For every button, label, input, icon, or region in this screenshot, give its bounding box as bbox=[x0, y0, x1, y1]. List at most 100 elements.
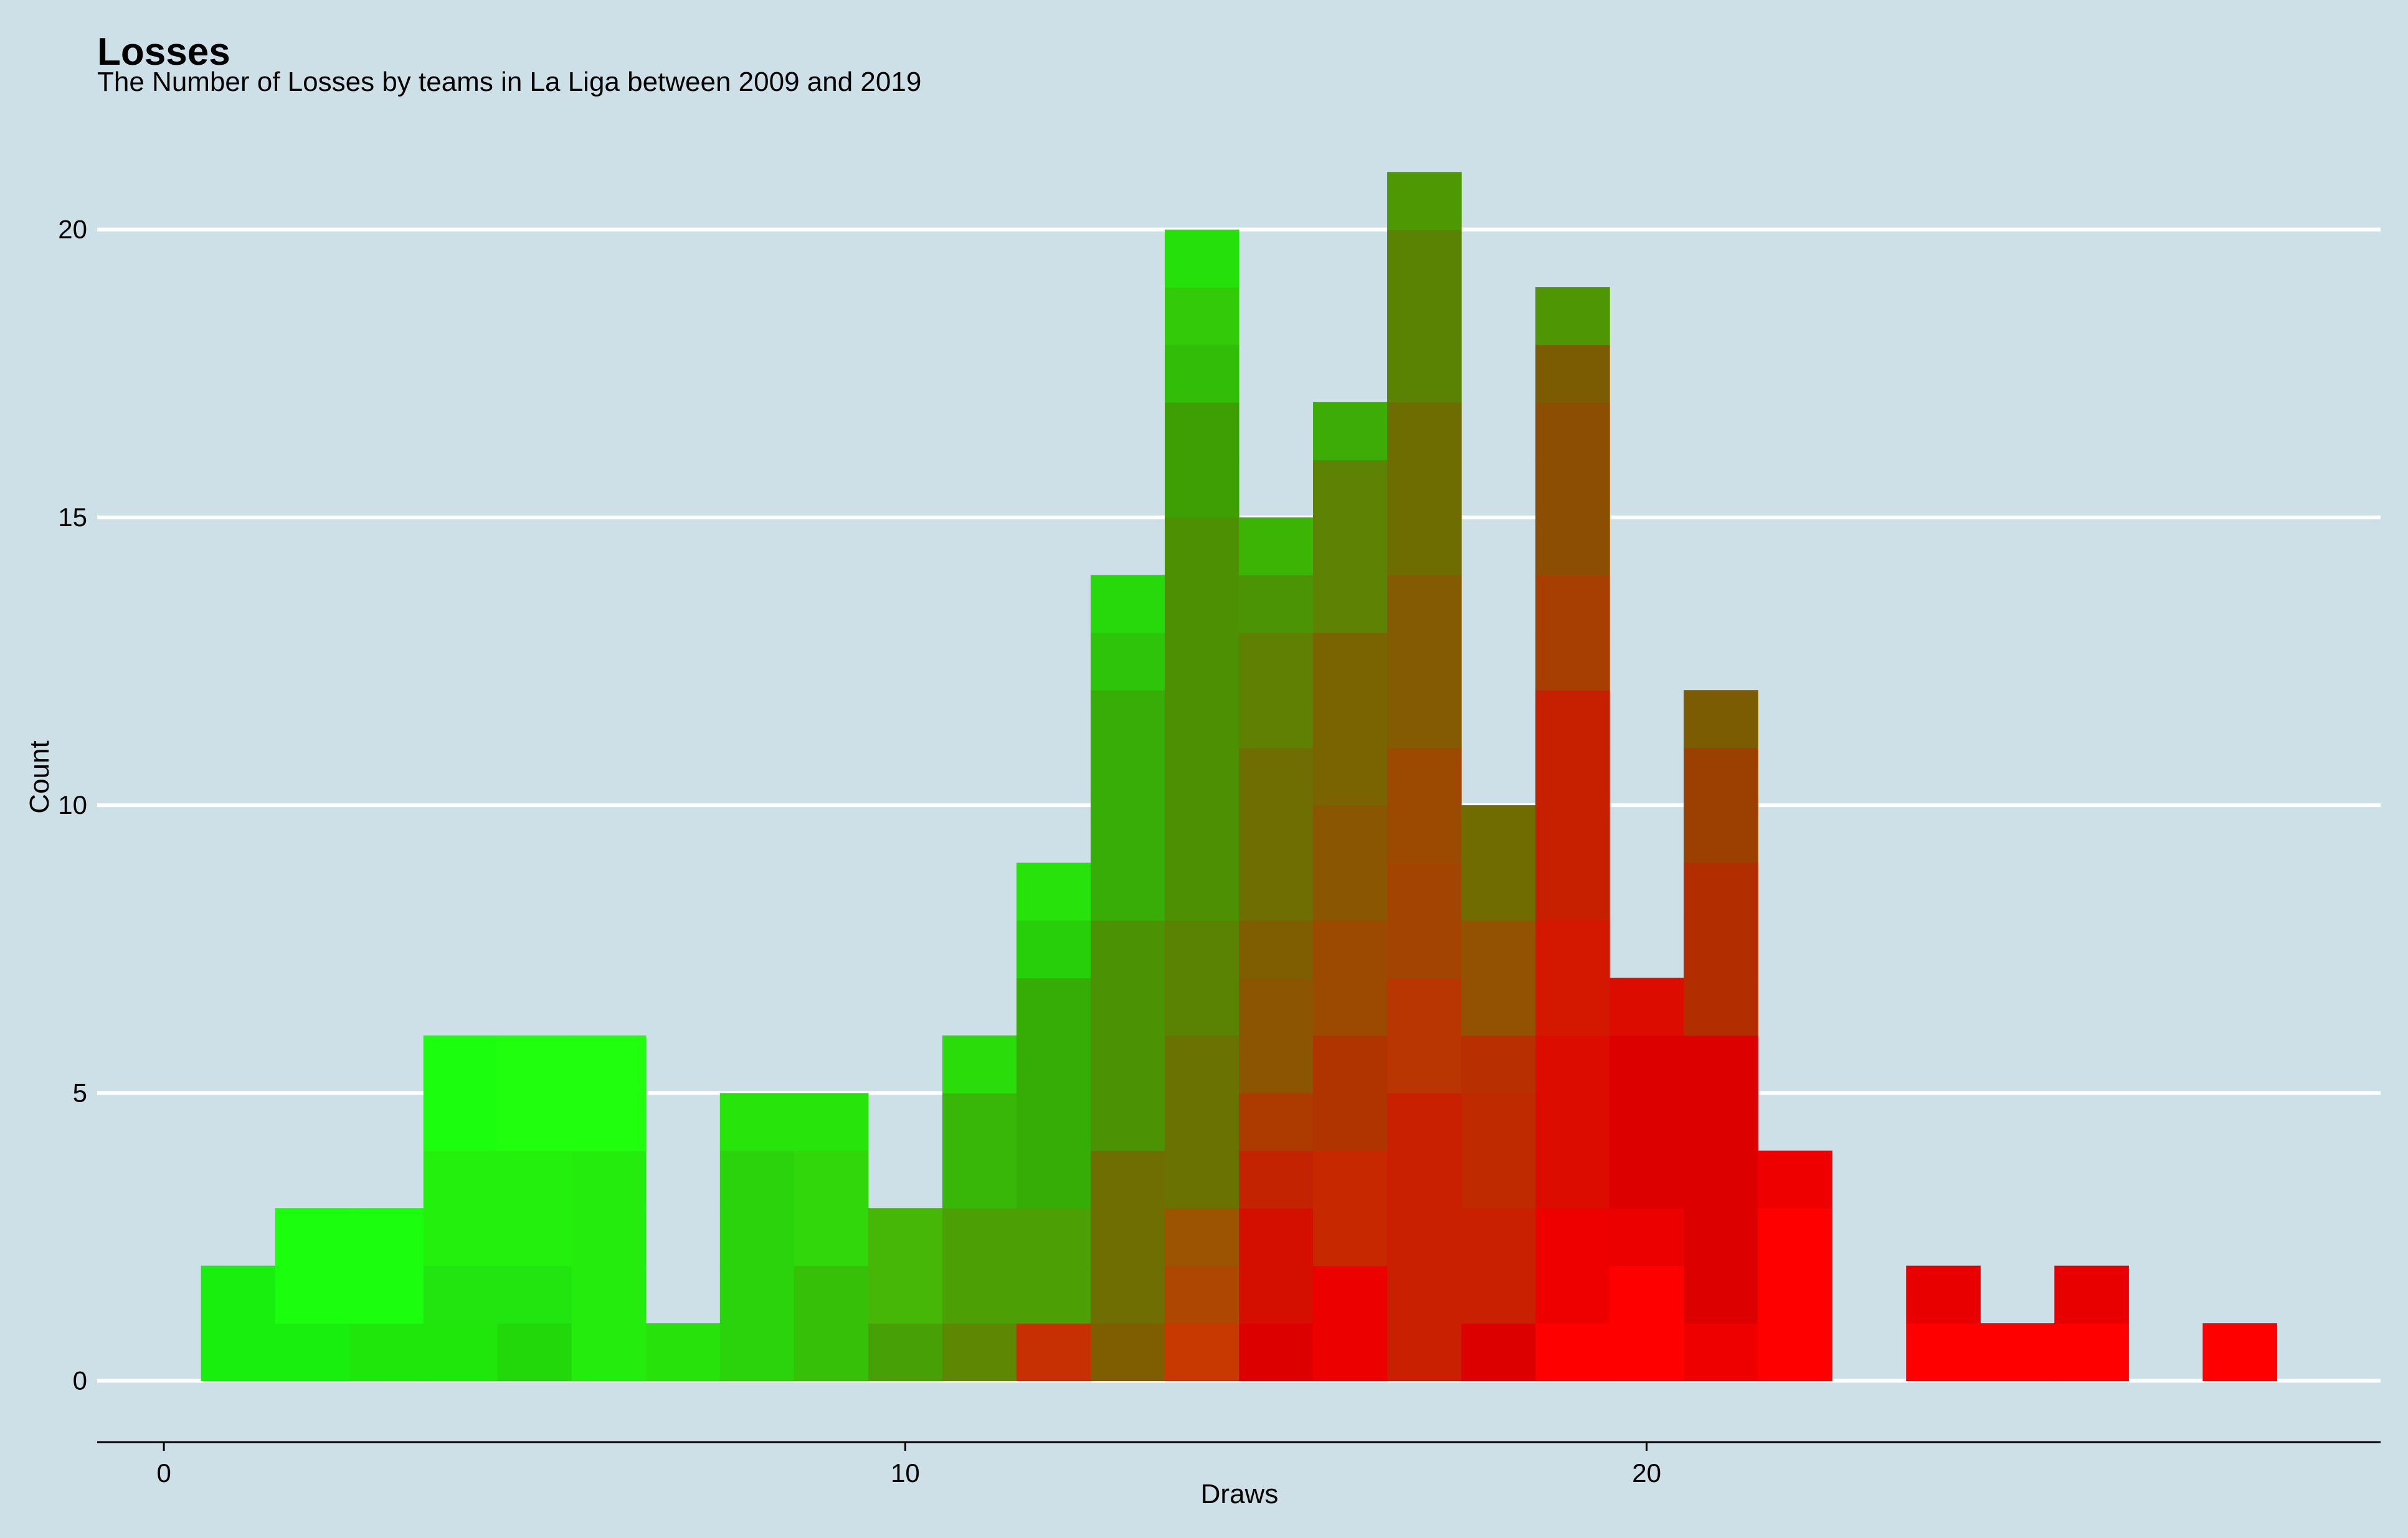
histogram-bar-segment bbox=[497, 1093, 572, 1151]
histogram-bar-segment bbox=[1239, 1265, 1314, 1324]
histogram-bar-segment bbox=[1535, 575, 1610, 633]
histogram-bar-segment bbox=[1239, 1035, 1314, 1093]
histogram-bar-segment bbox=[1758, 1208, 1832, 1267]
histogram-bar-segment bbox=[1535, 805, 1610, 864]
histogram-bar-segment bbox=[1313, 805, 1388, 864]
histogram-bar-segment bbox=[1387, 517, 1462, 575]
histogram-bar-segment bbox=[1090, 1265, 1165, 1324]
histogram-bar-segment bbox=[1164, 632, 1240, 691]
histogram-bar-segment bbox=[868, 1265, 943, 1324]
histogram-bar-segment bbox=[1535, 920, 1610, 979]
histogram-bar-segment bbox=[1313, 690, 1388, 748]
histogram-bar-segment bbox=[1684, 747, 1758, 806]
histogram-bar-segment bbox=[1313, 1265, 1388, 1324]
histogram-bar-segment bbox=[1313, 402, 1388, 461]
histogram-bar-segment bbox=[1090, 1150, 1165, 1209]
histogram-bar-segment bbox=[1535, 862, 1610, 921]
histogram-bar-segment bbox=[1239, 747, 1314, 806]
histogram-bar-segment bbox=[1535, 1093, 1610, 1151]
histogram-bar-segment bbox=[1090, 747, 1165, 806]
histogram-bar-segment bbox=[868, 1323, 943, 1382]
histogram-bar-segment bbox=[1684, 1093, 1758, 1151]
histogram-bar-segment bbox=[1535, 1208, 1610, 1267]
histogram-bars bbox=[201, 172, 2277, 1382]
histogram-bar-segment bbox=[1535, 1323, 1610, 1382]
histogram-bar-segment bbox=[1313, 1323, 1388, 1382]
histogram-bar-segment bbox=[1461, 1093, 1536, 1151]
histogram-bar-segment bbox=[1609, 1035, 1684, 1093]
histogram-bar-segment bbox=[942, 1208, 1017, 1267]
histogram-bar-segment bbox=[794, 1323, 869, 1382]
histogram-bar-segment bbox=[423, 1208, 498, 1267]
histogram-bar-segment bbox=[1387, 229, 1462, 288]
histogram-bar-segment bbox=[1684, 1208, 1758, 1267]
histogram-bar-segment bbox=[942, 1265, 1017, 1324]
histogram-bar-segment bbox=[1313, 920, 1388, 979]
histogram-bar-segment bbox=[1016, 862, 1091, 921]
histogram-bar-segment bbox=[1906, 1323, 1981, 1382]
histogram-bar-segment bbox=[1758, 1150, 1832, 1209]
histogram-bar-segment bbox=[1387, 632, 1462, 691]
histogram-bar-segment bbox=[1313, 632, 1388, 691]
chart-title: Losses bbox=[97, 31, 230, 73]
histogram-bar-segment bbox=[1016, 1265, 1091, 1324]
y-tick-label: 0 bbox=[73, 1366, 87, 1395]
histogram-bar-segment bbox=[1016, 1208, 1091, 1267]
histogram-bar-segment bbox=[1164, 287, 1240, 346]
histogram-bar-segment bbox=[1461, 920, 1536, 979]
histogram-bar-segment bbox=[2202, 1323, 2277, 1382]
histogram-bar-segment bbox=[1164, 1093, 1240, 1151]
y-axis-title: Count bbox=[24, 740, 55, 813]
histogram-bar-segment bbox=[1164, 460, 1240, 518]
histogram-bar-segment bbox=[1164, 517, 1240, 575]
histogram-bar-segment bbox=[1090, 920, 1165, 979]
histogram-bar-segment bbox=[1535, 1035, 1610, 1093]
histogram-bar-segment bbox=[1461, 978, 1536, 1036]
y-tick-label: 5 bbox=[73, 1078, 87, 1107]
histogram-bar-segment bbox=[2054, 1265, 2129, 1324]
histogram-bar-segment bbox=[1239, 690, 1314, 748]
histogram-bar-segment bbox=[1387, 344, 1462, 403]
y-tick-label: 20 bbox=[58, 215, 87, 244]
y-axis-ticks: 0 5 10 15 20 bbox=[58, 215, 87, 1395]
histogram-bar-segment bbox=[1090, 1035, 1165, 1093]
histogram-bar-segment bbox=[1609, 1208, 1684, 1267]
x-tick-label: 0 bbox=[156, 1458, 171, 1488]
histogram-bar-segment bbox=[942, 1035, 1017, 1093]
histogram-bar-segment bbox=[1090, 690, 1165, 748]
histogram-bar-segment bbox=[942, 1093, 1017, 1151]
histogram-bar-segment bbox=[349, 1208, 424, 1267]
histogram-bar-segment bbox=[497, 1150, 572, 1209]
histogram-bar-segment bbox=[1980, 1323, 2055, 1382]
histogram-bar-segment bbox=[1461, 1265, 1536, 1324]
histogram-bar-segment bbox=[1239, 862, 1314, 921]
histogram-bar-segment bbox=[423, 1150, 498, 1209]
histogram-bar-segment bbox=[719, 1150, 795, 1209]
histogram-bar-segment bbox=[1313, 517, 1388, 575]
histogram-bar-segment bbox=[1535, 690, 1610, 748]
histogram-bar-segment bbox=[794, 1265, 869, 1324]
histogram-bar-segment bbox=[1090, 575, 1165, 633]
histogram-bar-segment bbox=[1164, 1150, 1240, 1209]
histogram-bar-segment bbox=[794, 1208, 869, 1267]
histogram-bar-segment bbox=[1387, 172, 1462, 230]
histogram-bar-segment bbox=[423, 1035, 498, 1093]
histogram-bar-segment bbox=[1313, 1093, 1388, 1151]
histogram-bar-segment bbox=[1535, 632, 1610, 691]
histogram-bar-segment bbox=[1609, 978, 1684, 1036]
histogram-bar-segment bbox=[1535, 344, 1610, 403]
histogram-bar-segment bbox=[1387, 1208, 1462, 1267]
histogram-bar-segment bbox=[1016, 1323, 1091, 1382]
histogram-bar-segment bbox=[571, 1208, 647, 1267]
histogram-bar-segment bbox=[1609, 1265, 1684, 1324]
histogram-bar-segment bbox=[1090, 632, 1165, 691]
histogram-bar-segment bbox=[1535, 287, 1610, 346]
histogram-bar-segment bbox=[1164, 229, 1240, 288]
histogram-bar-segment bbox=[1313, 978, 1388, 1036]
histogram-bar-segment bbox=[1387, 920, 1462, 979]
histogram-bar-segment bbox=[275, 1323, 350, 1382]
histogram-bar-segment bbox=[275, 1265, 350, 1324]
histogram-bar-segment bbox=[1387, 805, 1462, 864]
histogram-bar-segment bbox=[1535, 460, 1610, 518]
